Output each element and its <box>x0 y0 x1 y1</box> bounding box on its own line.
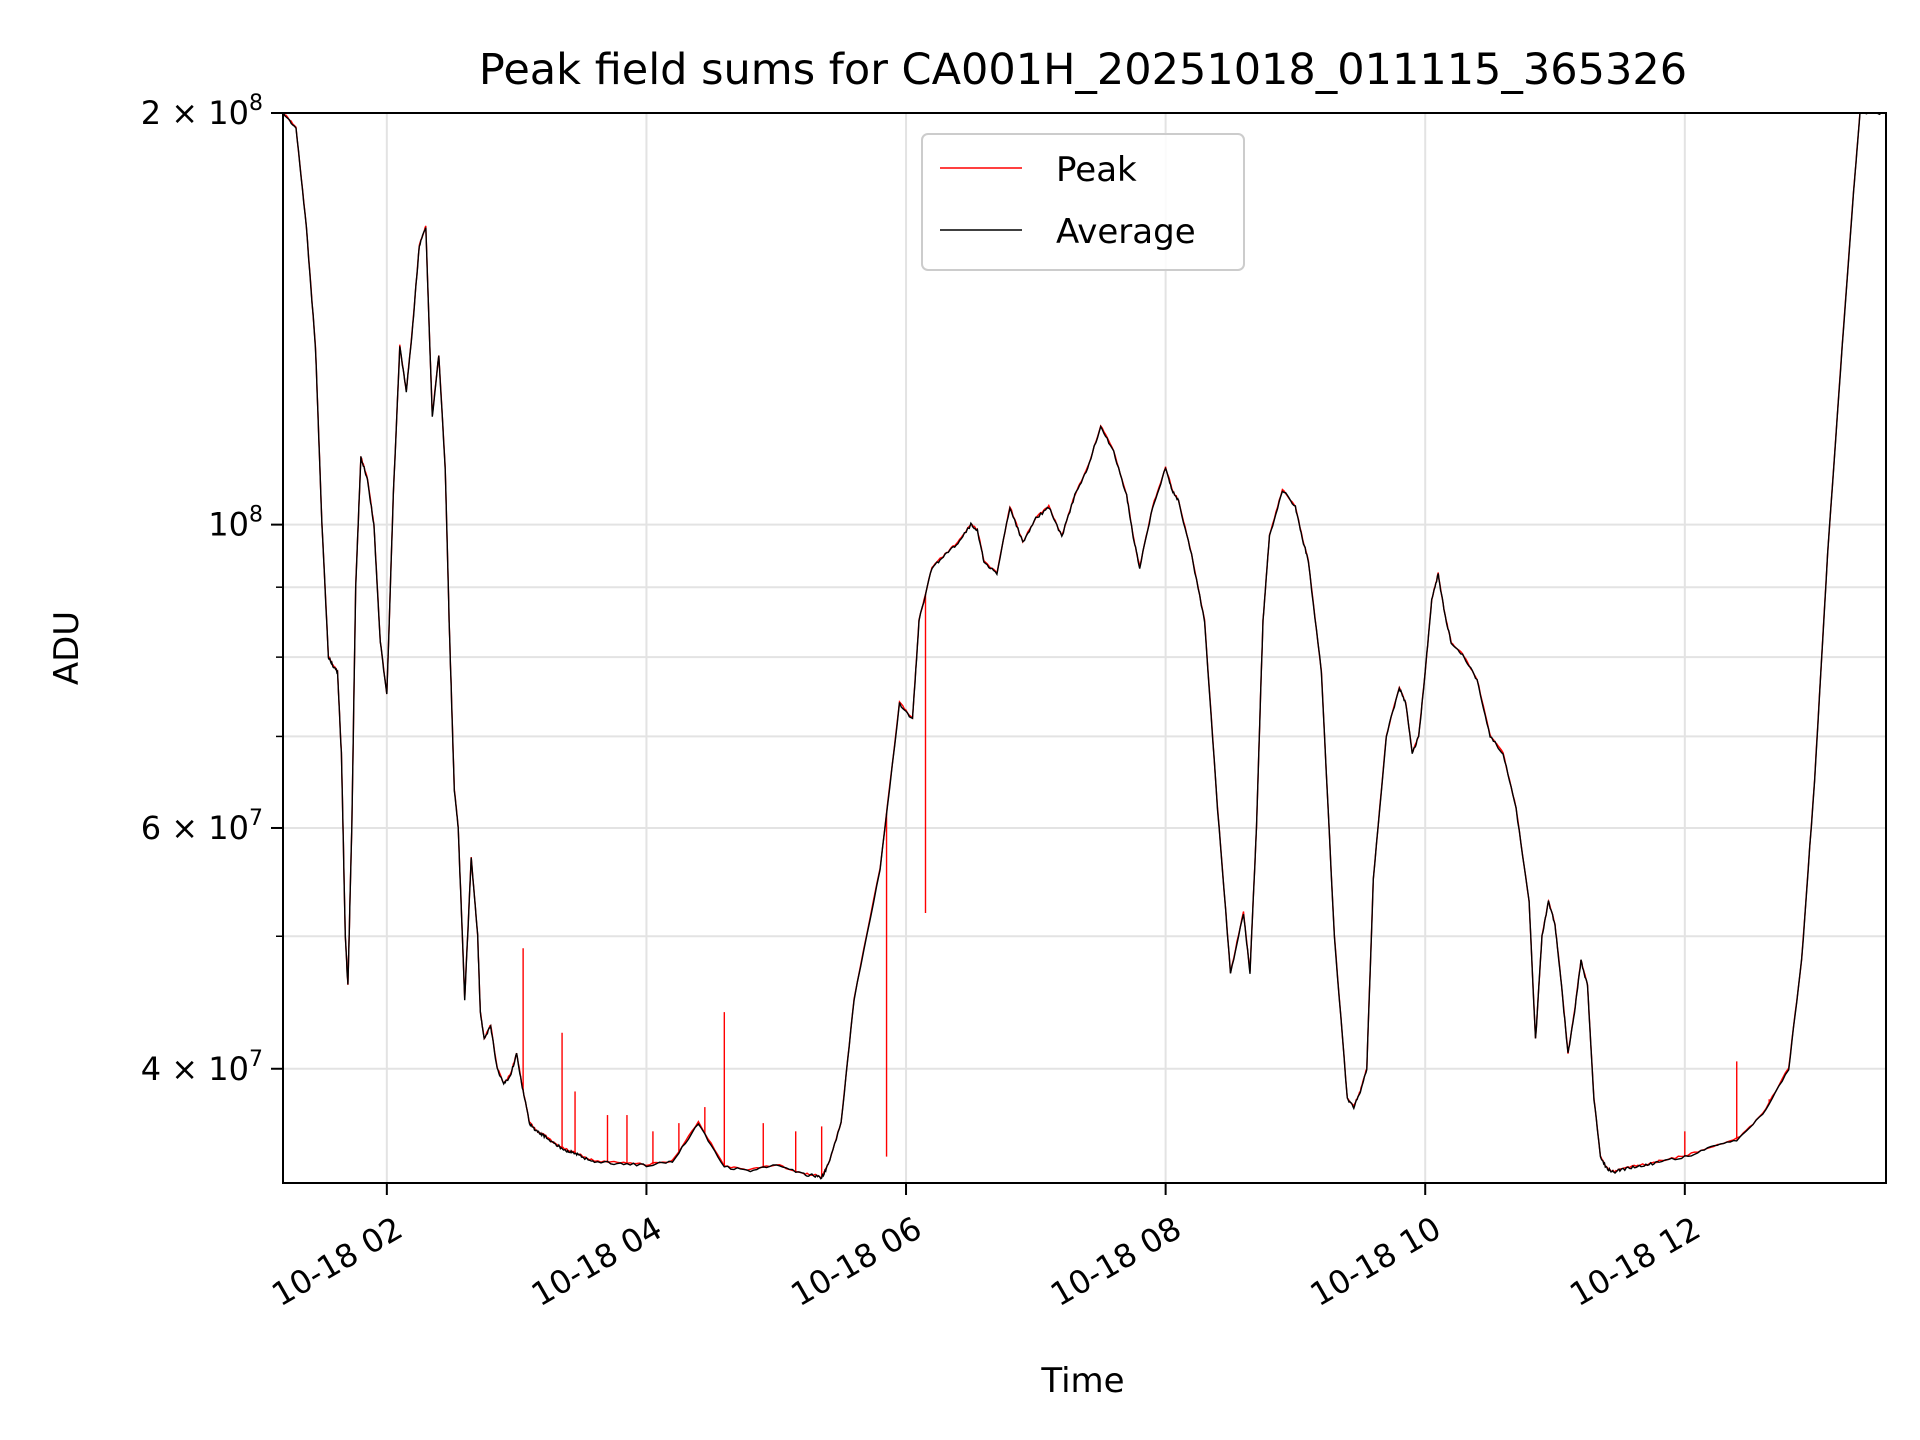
x-tick-label: 10-18 04 <box>525 1209 669 1314</box>
legend-peak-label: Peak <box>1056 150 1137 190</box>
series-group <box>283 113 1886 1180</box>
plot-frame <box>282 112 1887 1184</box>
axes: 10-18 02 10-18 04 10-18 06 10-18 08 10-18 10… <box>141 91 1707 1314</box>
x-tick-label: 10-18 08 <box>1044 1209 1188 1314</box>
average-series-line <box>283 113 1886 1180</box>
x-tick-label: 10-18 12 <box>1563 1209 1707 1314</box>
x-tick-label: 10-18 10 <box>1304 1209 1448 1314</box>
y-tick-label: 6 × 107 <box>141 806 263 847</box>
y-tick-label: 4 × 107 <box>141 1047 263 1088</box>
legend-average-label: Average <box>1056 212 1196 252</box>
x-tick-label: 10-18 06 <box>784 1209 928 1314</box>
legend: Peak Average <box>921 133 1245 271</box>
grid <box>283 112 1886 1183</box>
y-tick-label: 108 <box>208 503 263 544</box>
y-tick-label: 2 × 108 <box>141 91 263 132</box>
y-axis-label: ADU <box>47 611 87 685</box>
x-tick-label: 10-18 02 <box>265 1209 409 1314</box>
x-axis-label: Time <box>1040 1361 1124 1401</box>
chart-title: Peak field sums for CA001H_20251018_0111… <box>479 45 1687 95</box>
series-layer <box>283 113 1886 1180</box>
